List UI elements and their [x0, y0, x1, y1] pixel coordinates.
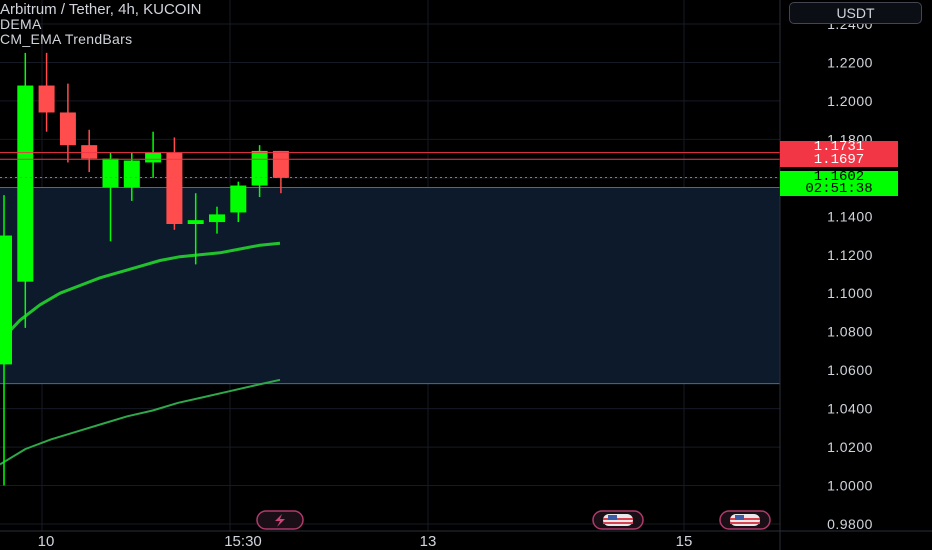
candle [0, 195, 12, 486]
candle [209, 206, 225, 234]
price-tick-label: 1.0600 [827, 362, 873, 378]
chart-legend: Arbitrum / Tether, 4h, KUCOIN DEMA CM_EM… [0, 2, 201, 47]
price-tick-label: 1.1000 [827, 285, 873, 301]
us-flag-event-icon[interactable] [592, 510, 644, 530]
candle-body [123, 160, 140, 188]
price-label-upper: 1.1731 [780, 140, 898, 154]
candle [272, 150, 289, 194]
indicator-cm-ema-trendbars[interactable]: CM_EMA TrendBars [0, 31, 133, 47]
price-tick-label: 0.9800 [827, 516, 873, 532]
candle-body [272, 150, 289, 178]
price-tick-label: 1.0000 [827, 478, 873, 494]
candle [59, 83, 76, 163]
candle [38, 52, 55, 132]
candles [0, 52, 289, 486]
candle [17, 52, 34, 328]
candle-body [187, 220, 204, 224]
candle [187, 193, 204, 265]
price-lines [0, 152, 780, 178]
candle-body [0, 235, 12, 365]
indicator-dema[interactable]: DEMA [0, 16, 42, 32]
candle-body [59, 112, 76, 146]
price-tick-label: 1.1400 [827, 208, 873, 224]
candle-body [17, 85, 34, 282]
us-flag-event-icon[interactable] [719, 510, 771, 530]
candle-body [209, 214, 225, 223]
currency-button[interactable]: USDT [789, 2, 922, 24]
candle-body [102, 158, 119, 188]
candle-body [81, 145, 98, 159]
lightning-event-icon[interactable] [256, 510, 304, 530]
price-tick-label: 1.2200 [827, 54, 873, 70]
time-axis: 10 15:30 13 15 [0, 530, 932, 550]
candle-body [38, 85, 55, 113]
time-tick-label: 10 [38, 533, 55, 550]
candle-body [251, 150, 268, 186]
time-tick-label: 13 [420, 533, 437, 550]
candle [102, 152, 119, 242]
candle-body [166, 152, 183, 224]
zone-box [0, 187, 780, 384]
time-tick-label: 15 [676, 533, 693, 550]
candle [81, 129, 98, 173]
price-label-lower: 1.1697 [780, 153, 898, 167]
symbol-title[interactable]: Arbitrum / Tether, 4h, KUCOIN [0, 1, 202, 18]
price-tick-label: 1.0800 [827, 324, 873, 340]
ema-lines [0, 241, 281, 466]
price-tick-label: 1.1200 [827, 247, 873, 263]
price-tick-label: 1.2000 [827, 93, 873, 109]
current-price-label: 1.1602 [780, 170, 898, 184]
price-axis: 1.24001.22001.20001.18001.14001.12001.10… [779, 0, 873, 550]
ema-slow-line [0, 378, 281, 466]
demand-zone [0, 186, 780, 385]
candle [230, 181, 247, 223]
candle [166, 137, 183, 230]
candle-body [230, 185, 247, 213]
price-tick-label: 1.0400 [827, 401, 873, 417]
candle [145, 131, 162, 178]
time-tick-label: 15:30 [224, 533, 262, 550]
price-tick-label: 1.0200 [827, 439, 873, 455]
candle-body [145, 152, 162, 163]
ema-fast-line [0, 241, 281, 343]
countdown-label: 02:51:38 [780, 182, 898, 196]
candle [123, 152, 140, 201]
